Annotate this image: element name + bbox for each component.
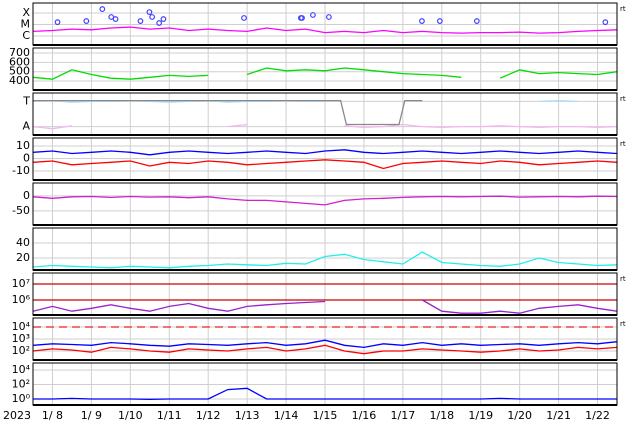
y-tick-label: 10³ bbox=[12, 332, 30, 345]
x-tick-label: 1/16 bbox=[352, 409, 377, 422]
y-tick-label: 10⁴ bbox=[12, 363, 31, 376]
y-tick-label: 10⁷ bbox=[12, 277, 30, 290]
event-marker bbox=[241, 15, 247, 21]
x-tick-label: 1/15 bbox=[313, 409, 338, 422]
y-tick-label: 20 bbox=[16, 251, 30, 264]
y-tick-label: 0 bbox=[23, 189, 30, 202]
event-marker bbox=[156, 20, 163, 26]
event-marker bbox=[473, 18, 480, 24]
series-line bbox=[33, 387, 617, 400]
x-tick-label: 1/ 9 bbox=[81, 409, 102, 422]
y-tick-label: T bbox=[22, 94, 30, 107]
x-tick-label: 1/13 bbox=[235, 409, 260, 422]
x-tick-label: 1/20 bbox=[507, 409, 532, 422]
y-tick-label: 10⁴ bbox=[12, 320, 31, 333]
y-tick-label: 500 bbox=[9, 65, 30, 78]
y-tick-label: 40 bbox=[16, 236, 30, 249]
x-tick-label: 1/19 bbox=[468, 409, 493, 422]
series-line bbox=[33, 99, 423, 126]
panel-note: rt bbox=[620, 5, 626, 13]
x-tick-label: 1/17 bbox=[391, 409, 416, 422]
event-marker bbox=[602, 19, 609, 26]
event-marker bbox=[99, 6, 106, 12]
event-marker bbox=[146, 9, 153, 15]
event-marker bbox=[310, 12, 316, 18]
event-marker bbox=[299, 15, 305, 21]
y-tick-label: 0 bbox=[23, 152, 30, 165]
series-line bbox=[32, 195, 618, 206]
y-tick-label: 700 bbox=[9, 46, 30, 59]
y-tick-label: -10 bbox=[12, 164, 30, 177]
panel-note: rt bbox=[620, 320, 626, 328]
y-tick-label: 10⁰ bbox=[12, 392, 31, 405]
x-tick-label: 1/10 bbox=[118, 409, 143, 422]
series-line bbox=[32, 123, 618, 130]
event-marker bbox=[160, 16, 167, 22]
x-tick-label: 1/11 bbox=[157, 409, 182, 422]
x-tick-label: 1/18 bbox=[429, 409, 454, 422]
series-line bbox=[32, 149, 618, 156]
y-tick-label: A bbox=[22, 120, 30, 133]
x-tick-label: 1/ 8 bbox=[42, 409, 63, 422]
y-tick-label: X bbox=[22, 6, 30, 19]
y-tick-label: C bbox=[22, 29, 30, 42]
panel-note: rt bbox=[620, 95, 626, 103]
event-marker bbox=[83, 18, 90, 24]
y-tick-label: 10² bbox=[12, 378, 30, 391]
y-tick-label: -50 bbox=[12, 204, 30, 217]
x-tick-label: 1/12 bbox=[196, 409, 221, 422]
event-marker bbox=[112, 16, 119, 22]
series-line bbox=[32, 339, 618, 349]
panel-note: rt bbox=[620, 275, 626, 283]
event-marker bbox=[54, 19, 61, 26]
x-tick-label: 1/14 bbox=[274, 409, 299, 422]
series-line bbox=[32, 344, 618, 355]
event-marker bbox=[325, 14, 332, 20]
event-marker bbox=[436, 18, 443, 24]
y-tick-label: 400 bbox=[9, 74, 30, 87]
series-line bbox=[32, 299, 618, 314]
x-tick-label: 1/21 bbox=[546, 409, 571, 422]
x-tick-label: 1/22 bbox=[585, 409, 610, 422]
event-marker bbox=[419, 18, 425, 24]
panel-note: rt bbox=[620, 140, 626, 148]
series-line bbox=[32, 67, 618, 80]
year-label: 2023 bbox=[3, 409, 31, 422]
y-tick-label: 10² bbox=[12, 344, 30, 357]
y-tick-label: 10 bbox=[16, 139, 30, 152]
series-line bbox=[32, 159, 618, 170]
event-marker bbox=[149, 14, 156, 20]
series-line bbox=[32, 251, 618, 269]
y-tick-label: 600 bbox=[9, 55, 30, 68]
event-marker bbox=[137, 18, 144, 24]
series-line bbox=[32, 26, 618, 34]
y-tick-label: M bbox=[21, 18, 31, 31]
y-tick-label: 10⁶ bbox=[12, 293, 31, 306]
